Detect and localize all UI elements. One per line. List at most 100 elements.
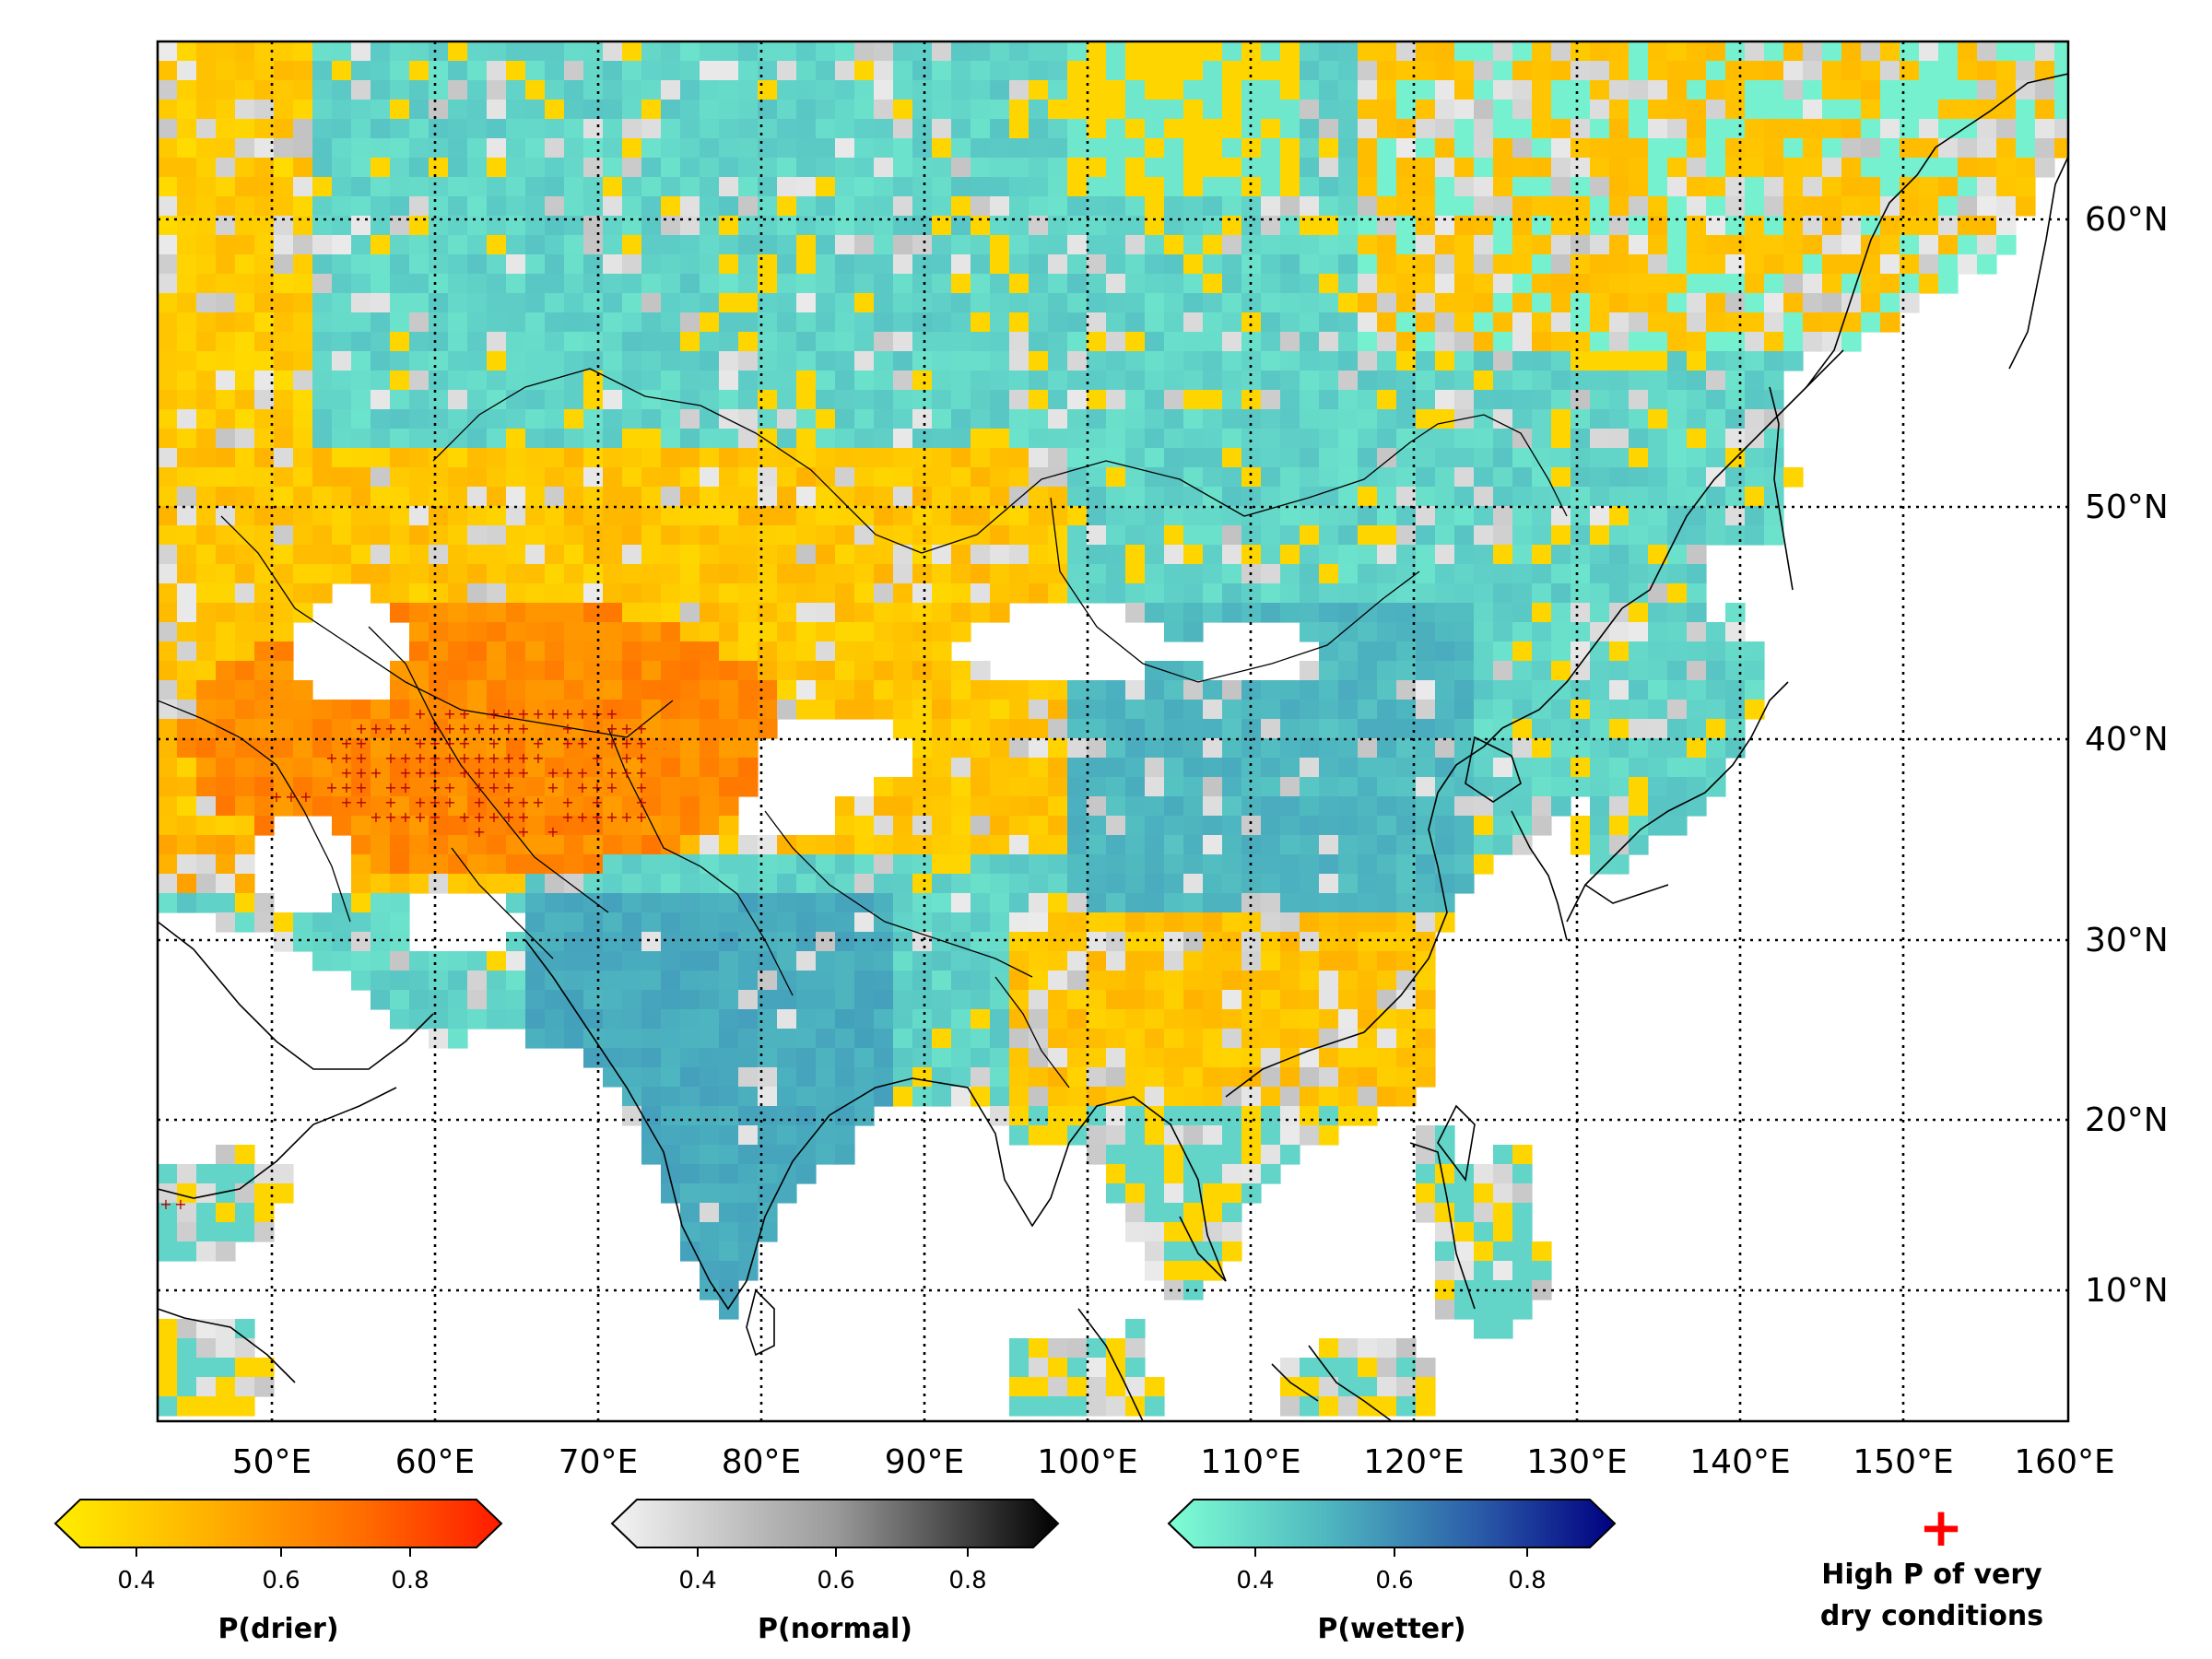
probability-cell (951, 119, 971, 139)
probability-cell (1609, 641, 1630, 662)
probability-cell (1029, 545, 1049, 565)
probability-cell (390, 429, 410, 449)
probability-cell (487, 1009, 507, 1030)
probability-cell (1435, 525, 1455, 546)
probability-cell (1280, 1377, 1300, 1397)
very-dry-marker: + (620, 749, 632, 767)
probability-cell (158, 1183, 178, 1204)
very-dry-marker: + (399, 764, 411, 782)
probability-cell (1280, 119, 1300, 139)
probability-cell (351, 274, 371, 294)
very-dry-marker: + (561, 808, 573, 826)
probability-cell (177, 138, 197, 159)
probability-cell (835, 409, 855, 429)
probability-cell (351, 61, 371, 81)
probability-cell (912, 912, 933, 933)
probability-cell (1551, 138, 1571, 159)
probability-cell (932, 971, 952, 991)
probability-cell (1319, 1087, 1339, 1107)
probability-cell (1106, 177, 1126, 197)
probability-cell (990, 487, 1010, 507)
probability-cell (932, 719, 952, 739)
probability-cell (912, 951, 933, 971)
probability-cell (1087, 1125, 1107, 1146)
probability-cell (680, 216, 700, 236)
probability-cell (235, 196, 255, 217)
probability-cell (525, 525, 546, 546)
probability-cell (216, 1164, 236, 1184)
probability-cell (1164, 61, 1184, 81)
probability-cell (1629, 448, 1649, 468)
probability-cell (196, 371, 217, 391)
probability-cell (235, 390, 255, 410)
probability-cell (796, 409, 817, 429)
probability-cell (932, 487, 952, 507)
probability-cell (235, 545, 255, 565)
probability-cell (312, 506, 333, 526)
probability-cell (1571, 487, 1591, 507)
probability-cell (1396, 719, 1417, 739)
probability-cell (177, 622, 197, 642)
probability-cell (1145, 429, 1165, 449)
probability-cell (1590, 312, 1610, 333)
probability-cell (641, 835, 662, 855)
lat-tick-label: 10°N (2085, 1272, 2169, 1310)
probability-cell (719, 254, 739, 275)
probability-cell (158, 738, 178, 759)
probability-cell (1474, 1164, 1494, 1184)
probability-cell (1029, 719, 1049, 739)
probability-cell (912, 1067, 933, 1088)
probability-cell (254, 506, 275, 526)
probability-cell (1358, 100, 1378, 120)
probability-cell (912, 351, 933, 371)
probability-cell (216, 1183, 236, 1204)
probability-cell (777, 61, 797, 81)
probability-cell (1416, 680, 1436, 700)
probability-cell (1764, 41, 1784, 62)
probability-cell (1203, 545, 1223, 565)
probability-cell (216, 1396, 236, 1417)
probability-cell (1571, 409, 1591, 429)
probability-cell (312, 80, 333, 100)
probability-cell (661, 1106, 681, 1126)
probability-cell (1145, 487, 1165, 507)
probability-cell (1164, 758, 1184, 778)
probability-cell (1474, 61, 1494, 81)
very-dry-marker: + (384, 749, 396, 767)
probability-cell (1512, 525, 1533, 546)
probability-cell (564, 506, 584, 526)
probability-cell (971, 429, 991, 449)
probability-cell (467, 951, 488, 971)
probability-cell (738, 1183, 759, 1204)
probability-cell (1067, 254, 1088, 275)
probability-cell (1648, 61, 1668, 81)
probability-cell (429, 216, 449, 236)
probability-cell (758, 177, 778, 197)
probability-cell (758, 1067, 778, 1088)
probability-cell (951, 758, 971, 778)
probability-cell (1861, 254, 1881, 275)
probability-cell (1551, 100, 1571, 120)
probability-cell (1009, 525, 1030, 546)
probability-cell (835, 564, 855, 584)
probability-cell (1338, 158, 1359, 178)
probability-cell (912, 390, 933, 410)
probability-cell (525, 429, 546, 449)
probability-cell (990, 1087, 1010, 1107)
very-dry-marker: + (458, 705, 470, 723)
probability-cell (1300, 371, 1320, 391)
probability-cell (796, 583, 817, 604)
probability-cell (1571, 254, 1591, 275)
probability-cell (216, 138, 236, 159)
probability-cell (1571, 274, 1591, 294)
probability-cell (332, 951, 352, 971)
probability-cell (1338, 854, 1359, 875)
probability-cell (1706, 758, 1726, 778)
probability-cell (1648, 332, 1668, 352)
probability-cell (661, 448, 681, 468)
probability-cell (158, 1338, 178, 1359)
probability-cell (1435, 332, 1455, 352)
probability-cell (1377, 1396, 1397, 1417)
probability-cell (1706, 351, 1726, 371)
probability-cell (2016, 61, 2036, 81)
